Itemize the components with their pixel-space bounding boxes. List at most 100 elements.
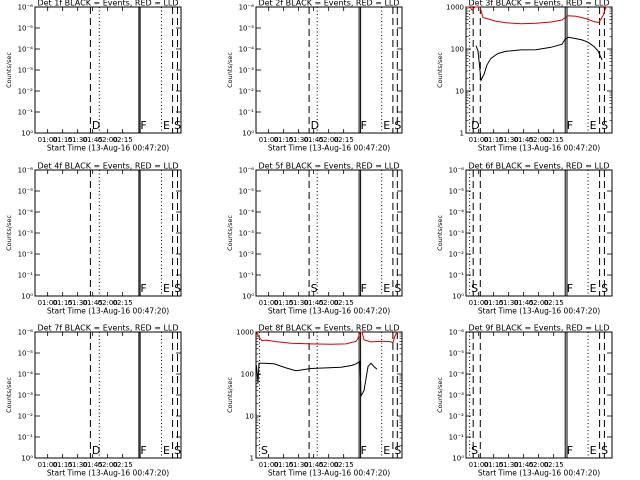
y-tick-label: 10⁻¹ (239, 272, 255, 280)
y-tick-label: 10⁰ (452, 455, 464, 463)
y-tick-label: 10⁻¹ (239, 109, 255, 117)
y-axis-label: Counts/sec (436, 215, 444, 251)
y-tick-label: 10⁻² (239, 251, 255, 259)
y-tick-label: 1 (460, 130, 464, 138)
panel-title: Det 7f BLACK = Events, RED = LLD (37, 324, 178, 333)
detector-panel-8: Det 8f BLACK = Events, RED = LLD01:0001:… (226, 324, 403, 478)
x-tick-label: 01:30 (289, 299, 309, 307)
marker-label: F (567, 444, 573, 457)
marker-label: F (140, 444, 146, 457)
marker-label: S (601, 444, 608, 457)
marker-label: S (601, 282, 608, 295)
y-tick-label: 10⁻¹ (18, 272, 34, 280)
x-tick-label: 02:15 (113, 299, 133, 307)
y-axis-label: Counts/sec (5, 377, 13, 413)
y-tick-label: 10⁻⁴ (18, 46, 34, 54)
x-tick-label: 02:15 (544, 136, 564, 144)
x-tick-label: 01:30 (68, 136, 88, 144)
y-tick-label: 10⁰ (452, 293, 464, 301)
y-tick-label: 10⁻⁵ (449, 188, 465, 196)
y-tick-label: 10⁻⁴ (449, 209, 465, 217)
x-tick-label: 01:45 (83, 461, 103, 469)
y-tick-label: 100 (451, 46, 464, 54)
marker-label: S (174, 282, 181, 295)
y-tick-label: 10⁻⁴ (18, 371, 34, 379)
x-tick-label: 01:00 (259, 461, 279, 469)
x-axis-label: Start Time (13-Aug-16 00:47:20) (47, 307, 169, 316)
panel-title: Det 2f BLACK = Events, RED = LLD (258, 0, 399, 8)
y-tick-label: 10⁻² (18, 251, 34, 259)
marker-label: F (140, 282, 146, 295)
y-tick-label: 10⁻³ (239, 67, 255, 75)
x-tick-label: 01:15 (274, 299, 294, 307)
y-tick-label: 10⁻³ (449, 392, 465, 400)
panel-title: Det 3f BLACK = Events, RED = LLD (468, 0, 609, 8)
y-tick-label: 10⁻⁵ (239, 25, 255, 33)
x-tick-label: 01:15 (484, 461, 504, 469)
y-axis-label: Counts/sec (226, 215, 234, 251)
plot-frame (34, 331, 182, 459)
plot-frame (255, 331, 403, 459)
y-tick-label: 10⁻² (18, 413, 34, 421)
y-tick-label: 1000 (236, 329, 254, 337)
x-axis-label: Start Time (13-Aug-16 00:47:20) (268, 469, 390, 478)
x-tick-label: 02:15 (334, 299, 354, 307)
y-tick-label: 10⁻⁶ (449, 167, 465, 175)
x-tick-label: 02:00 (529, 136, 549, 144)
x-tick-label: 01:30 (289, 136, 309, 144)
marker-label: E (163, 119, 170, 132)
x-tick-label: 01:45 (83, 299, 103, 307)
x-tick-label: 01:00 (469, 299, 489, 307)
x-tick-label: 01:30 (289, 461, 309, 469)
x-tick-label: 02:15 (113, 136, 133, 144)
plot-frame (465, 169, 613, 297)
events-series-line (256, 360, 378, 398)
y-axis-label: Counts/sec (226, 52, 234, 88)
x-tick-label: 01:00 (259, 136, 279, 144)
x-tick-label: 01:00 (469, 136, 489, 144)
panel-title: Det 4f BLACK = Events, RED = LLD (37, 162, 178, 171)
x-tick-label: 01:45 (304, 299, 324, 307)
detector-panel-3: Det 3f BLACK = Events, RED = LLD01:0001:… (436, 0, 613, 153)
y-tick-label: 1000 (446, 4, 464, 12)
plot-frame (255, 6, 403, 134)
y-tick-label: 10⁻⁵ (239, 188, 255, 196)
marker-label: E (590, 444, 597, 457)
detector-panel-7: Det 7f BLACK = Events, RED = LLD 01:00 01:… (5, 324, 182, 478)
x-tick-label: 01:30 (499, 461, 519, 469)
marker-label: E (383, 444, 390, 457)
plot-frame (34, 169, 182, 297)
y-tick-label: 10⁻⁴ (239, 46, 255, 54)
x-tick-label: 02:15 (544, 299, 564, 307)
x-tick-label: 02:00 (98, 299, 118, 307)
marker-label: F (361, 119, 367, 132)
x-axis-label: Start Time (13-Aug-16 00:47:20) (478, 469, 600, 478)
y-tick-label: 100 (241, 371, 254, 379)
y-tick-label: 10⁻⁶ (18, 329, 34, 337)
x-tick-label: 01:00 (38, 461, 58, 469)
marker-label: E (163, 282, 170, 295)
marker-label: S (394, 444, 401, 457)
marker-label: D (471, 119, 479, 132)
marker-label: S (174, 444, 181, 457)
y-tick-label: 10⁻³ (239, 230, 255, 238)
plot-frame (34, 6, 182, 134)
marker-label: S (394, 119, 401, 132)
plot-frame (465, 6, 613, 134)
x-tick-label: 02:15 (113, 461, 133, 469)
y-axis-label: Counts/sec (436, 377, 444, 413)
marker-label: E (163, 444, 170, 457)
x-tick-label: 02:15 (544, 461, 564, 469)
marker-label: S (471, 282, 478, 295)
plot-frame (255, 169, 403, 297)
y-tick-label: 10⁰ (242, 130, 254, 138)
marker-label: E (383, 282, 390, 295)
x-tick-label: 02:00 (319, 136, 339, 144)
x-axis-label: Start Time (13-Aug-16 00:47:20) (268, 307, 390, 316)
detector-panel-6: Det 6f BLACK = Events, RED = LLD01:0001:… (436, 162, 613, 316)
marker-label: S (311, 282, 318, 295)
y-tick-label: 10 (245, 413, 254, 421)
detector-panel-9: Det 9f BLACK = Events, RED = LLD01:0001:… (436, 324, 613, 478)
marker-label: S (471, 444, 478, 457)
detector-panel-5: Det 5f BLACK = Events, RED = LLD01:0001:… (226, 162, 403, 316)
